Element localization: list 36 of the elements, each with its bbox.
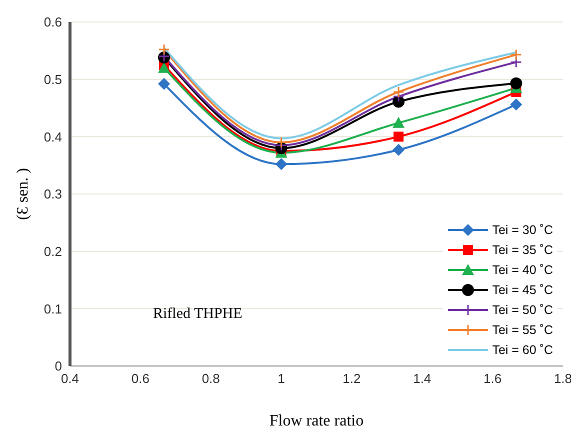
point xyxy=(510,77,522,90)
x-tick-label: 1.6 xyxy=(484,371,502,386)
point xyxy=(158,62,170,73)
legend-label: Tei = 55 ˚C xyxy=(492,323,553,337)
y-tick-label: 0.1 xyxy=(44,301,62,316)
x-tick-label: 0.6 xyxy=(131,371,150,386)
point xyxy=(392,116,405,128)
point xyxy=(392,86,404,98)
annotation: Rifled THPHE xyxy=(153,306,242,323)
point xyxy=(394,132,404,142)
y-tick-label: 0.6 xyxy=(44,14,62,30)
point xyxy=(392,144,405,156)
y-axis-title: (Ɛ sen. ) xyxy=(14,168,32,220)
legend-label: Tei = 35 ˚C xyxy=(492,243,553,257)
y-tick-label: 0.2 xyxy=(44,244,62,259)
y-tick-label: 0.5 xyxy=(44,72,62,87)
legend-label: Tei = 45 ˚C xyxy=(492,283,553,297)
legend-label: Tei = 30 ˚C xyxy=(492,223,553,237)
point xyxy=(158,44,170,56)
legend-label: Tei = 60 ˚C xyxy=(492,343,553,357)
y-tick-label: 0.4 xyxy=(44,129,62,144)
point xyxy=(510,98,522,111)
x-tick-label: 1.4 xyxy=(413,371,432,386)
x-tick-label: 0.8 xyxy=(202,371,220,386)
y-tick-label: 0 xyxy=(54,358,62,374)
point xyxy=(276,136,288,148)
point xyxy=(510,48,522,60)
legend-label: Tei = 40 ˚C xyxy=(492,263,553,277)
x-tick-label: 0.4 xyxy=(60,371,80,386)
point xyxy=(158,78,170,90)
x-tick-label: 1 xyxy=(278,371,285,386)
y-tick-label: 0.3 xyxy=(44,186,62,202)
point xyxy=(275,158,288,170)
legend-label: Tei = 50 ˚C xyxy=(492,303,553,317)
x-tick-label: 1.2 xyxy=(342,371,361,386)
x-axis-title: Flow rate ratio xyxy=(269,412,364,430)
